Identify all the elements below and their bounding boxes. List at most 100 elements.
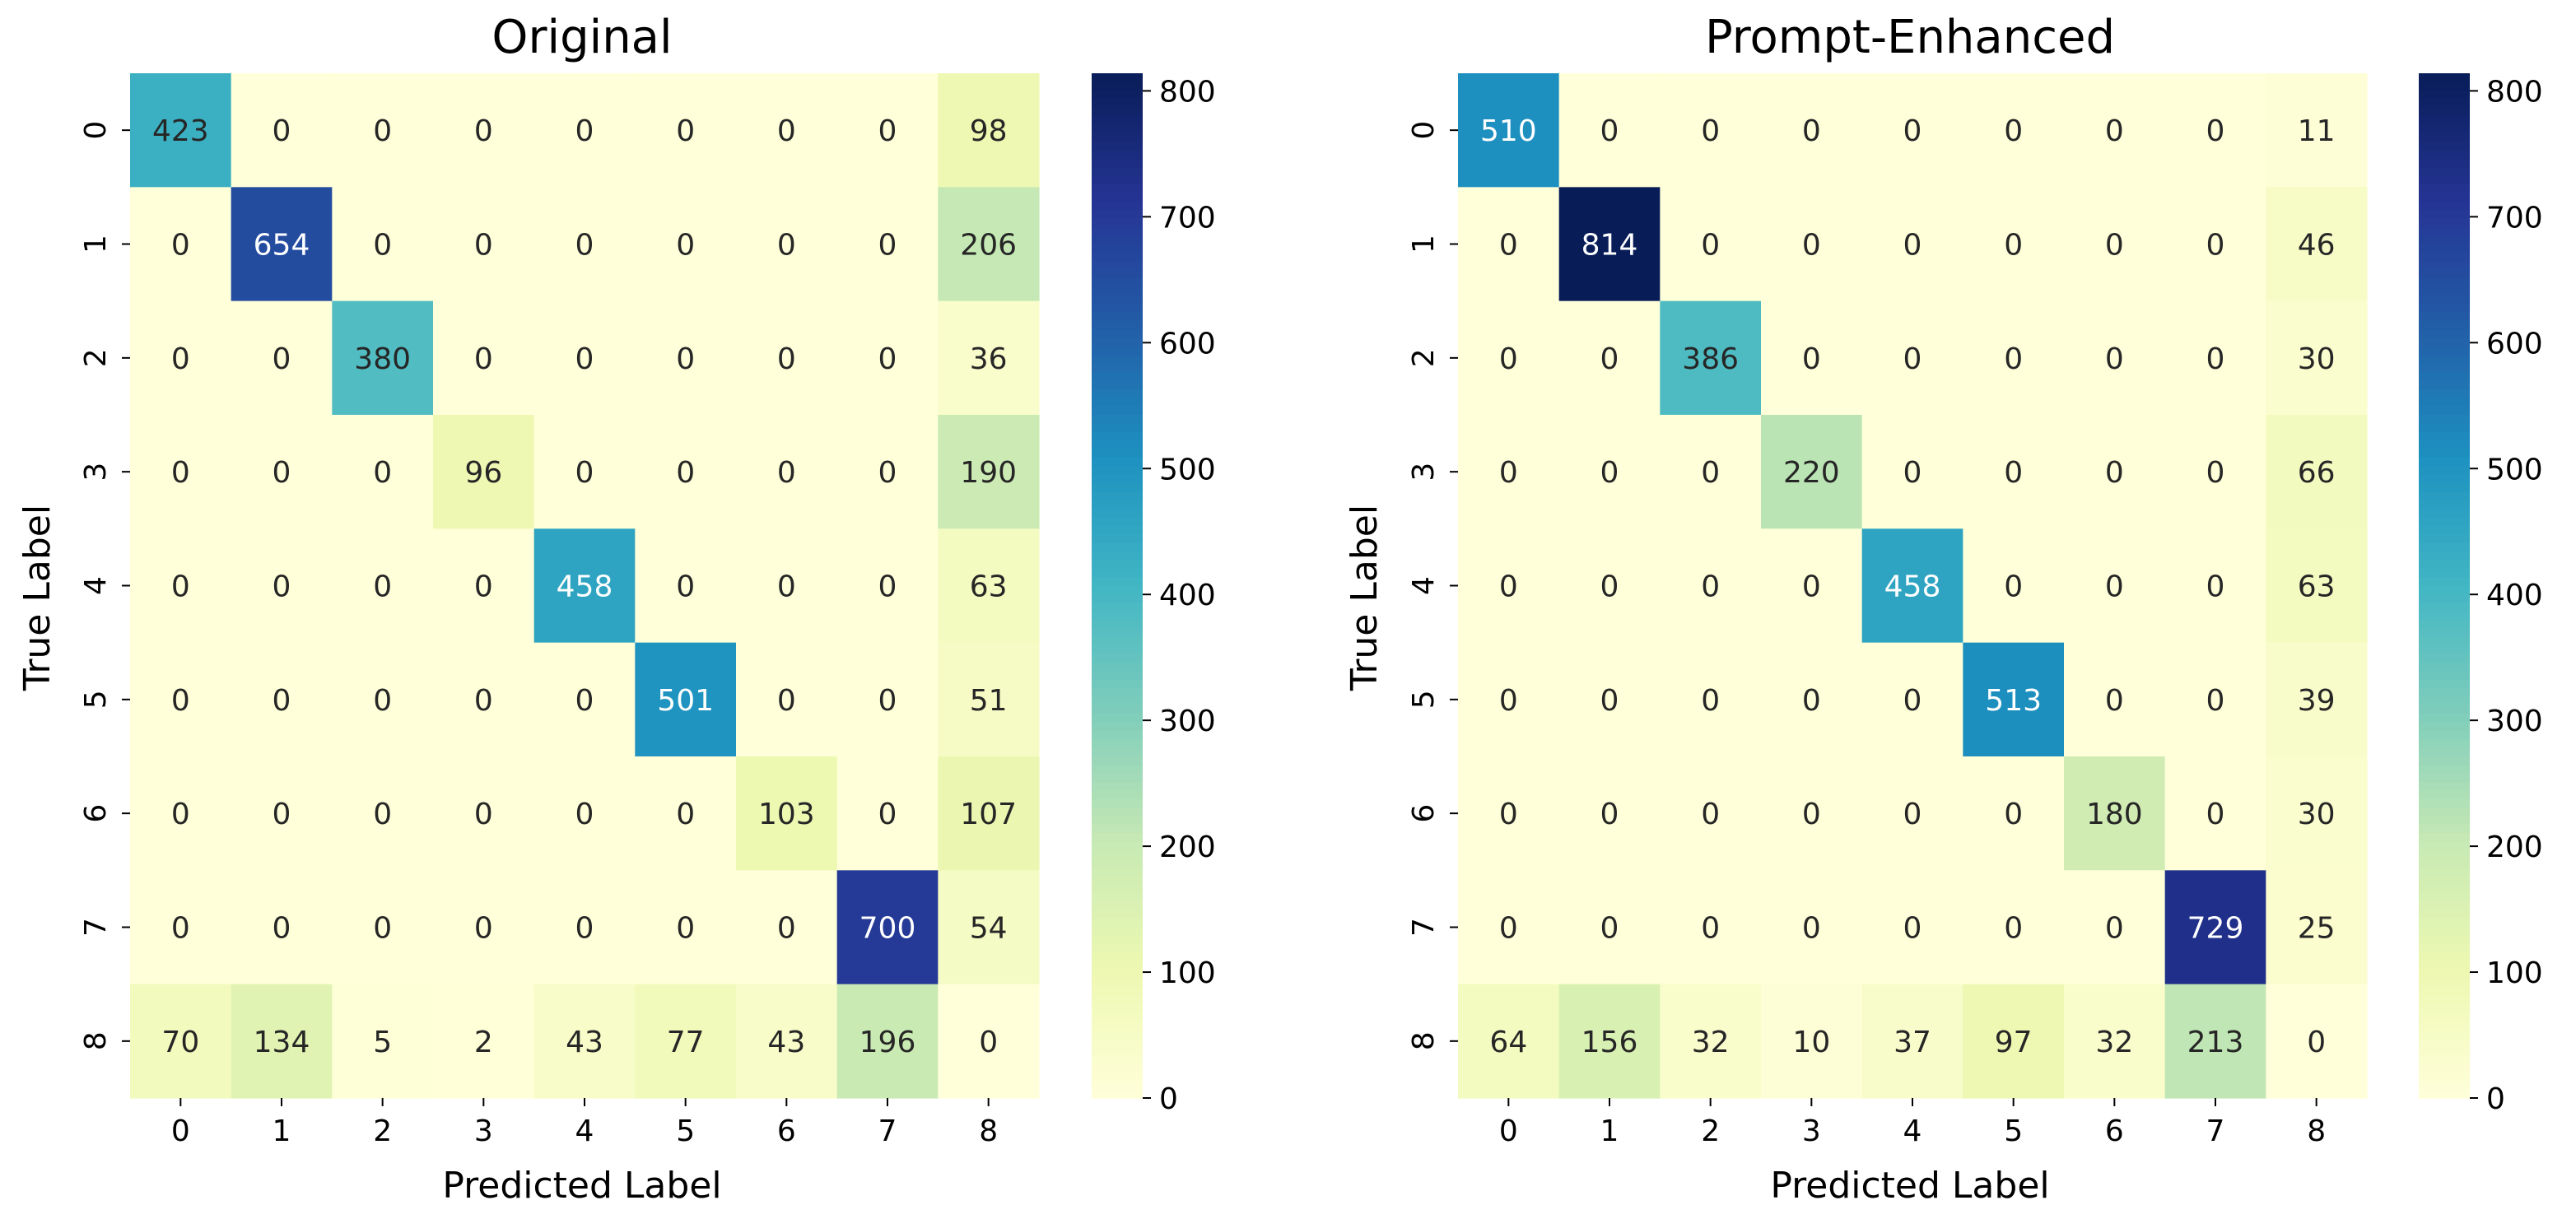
- cell-value-label: 0: [474, 570, 493, 604]
- colorbar-band: [1092, 1081, 1143, 1091]
- heatmap-cell: [1660, 870, 1762, 985]
- colorbar-band: [1092, 816, 1143, 826]
- colorbar-band: [2419, 500, 2470, 509]
- x-tick-label: 6: [2105, 1114, 2124, 1148]
- colorbar-band: [2419, 876, 2470, 886]
- cell-value-label: 0: [2105, 456, 2124, 490]
- colorbar-band: [2419, 782, 2470, 792]
- heatmap-cell: [1761, 984, 1863, 1099]
- heatmap-cell: [1761, 300, 1863, 416]
- colorbar-band: [1092, 398, 1143, 407]
- colorbar-band: [1092, 158, 1143, 168]
- y-tick-label: 4: [1407, 576, 1441, 595]
- y-tick-label: 8: [1407, 1031, 1441, 1050]
- cell-value-label: 0: [1903, 798, 1922, 831]
- heatmap-cell: [231, 73, 333, 188]
- cell-value-label: 0: [1802, 684, 1821, 718]
- cell-value-label: 0: [474, 798, 493, 831]
- colorbar-band: [2419, 551, 2470, 561]
- cell-value-label: 63: [2298, 570, 2336, 604]
- heatmap-cell: [1660, 984, 1762, 1099]
- colorbar-band: [2419, 210, 2470, 220]
- heatmap-cell: [938, 73, 1040, 188]
- heatmap-cell: [1861, 984, 1963, 1099]
- colorbar-band: [1092, 995, 1143, 1005]
- colorbar-band: [2419, 696, 2470, 706]
- colorbar-band: [1092, 210, 1143, 220]
- heatmap-cell: [1963, 300, 2065, 416]
- cell-value-label: 386: [1682, 342, 1739, 376]
- cell-value-label: 103: [758, 798, 815, 831]
- colorbar-tick-label: 200: [1159, 831, 1216, 864]
- colorbar-band: [1092, 226, 1143, 236]
- cell-value-label: 0: [575, 912, 594, 946]
- heatmap-cell: [130, 870, 232, 985]
- cell-value-label: 36: [970, 342, 1008, 376]
- cell-value-label: 0: [2004, 456, 2023, 490]
- heatmap-cell: [1660, 415, 1762, 529]
- heatmap-cell: [2164, 73, 2266, 188]
- cell-value-label: 32: [1692, 1026, 1730, 1059]
- heatmap-cell: [635, 642, 737, 757]
- colorbar-band: [1092, 730, 1143, 741]
- heatmap-cell: [2164, 642, 2266, 757]
- cell-value-label: 134: [254, 1026, 310, 1059]
- cell-value-label: 0: [1903, 114, 1922, 148]
- cell-value-label: 0: [2004, 114, 2023, 148]
- y-tick-label: 5: [79, 690, 113, 709]
- heatmap-cell: [2064, 756, 2166, 871]
- heatmap-cell: [2164, 756, 2266, 871]
- colorbar-band: [1092, 449, 1143, 458]
- colorbar-band: [1092, 175, 1143, 185]
- x-axis-label: Predicted Label: [1770, 1165, 2049, 1207]
- y-tick-label: 0: [1407, 121, 1441, 140]
- colorbar-band: [2419, 1012, 2470, 1022]
- x-tick-label: 5: [676, 1114, 695, 1148]
- heatmap-cell: [938, 187, 1040, 302]
- heatmap-cell: [1558, 756, 1661, 871]
- y-tick-label: 2: [1407, 348, 1441, 367]
- cell-value-label: 0: [2004, 798, 2023, 831]
- colorbar-tick-label: 500: [2486, 453, 2543, 486]
- colorbar-band: [1092, 525, 1143, 536]
- heatmap-cell: [1458, 984, 1560, 1099]
- colorbar-band: [1092, 1003, 1143, 1014]
- colorbar-band: [2419, 398, 2470, 407]
- heatmap-cell: [130, 73, 232, 188]
- colorbar-band: [1092, 620, 1143, 630]
- y-tick-label: 7: [1407, 918, 1441, 937]
- cell-value-label: 0: [2105, 229, 2124, 263]
- cell-value-label: 98: [970, 114, 1008, 148]
- colorbar-band: [1092, 337, 1143, 347]
- cell-value-label: 43: [767, 1026, 805, 1059]
- cell-value-label: 0: [273, 798, 291, 831]
- cell-value-label: 0: [575, 798, 594, 831]
- colorbar-band: [1092, 807, 1143, 817]
- colorbar-band: [1092, 636, 1143, 646]
- colorbar-band: [1092, 577, 1143, 587]
- colorbar-band: [2419, 457, 2470, 468]
- colorbar-band: [2419, 747, 2470, 757]
- cell-value-label: 0: [1903, 342, 1922, 376]
- colorbar-band: [2419, 679, 2470, 689]
- colorbar-band: [2419, 193, 2470, 202]
- cell-value-label: 0: [2105, 342, 2124, 376]
- colorbar-band: [1092, 244, 1143, 254]
- colorbar-band: [1092, 765, 1143, 775]
- heatmap-cell: [533, 73, 636, 188]
- heatmap-cell: [635, 984, 737, 1099]
- colorbar-band: [2419, 585, 2470, 595]
- cell-value-label: 0: [2206, 114, 2225, 148]
- heatmap-cell: [533, 300, 636, 416]
- colorbar-band: [1092, 124, 1143, 134]
- colorbar-band: [1092, 423, 1143, 433]
- colorbar-band: [2419, 167, 2470, 177]
- colorbar-band: [1092, 1089, 1143, 1099]
- colorbar-band: [1092, 406, 1143, 416]
- heatmap-cell: [2064, 528, 2166, 644]
- colorbar-band: [2419, 790, 2470, 800]
- heatmap-cell: [1963, 73, 2065, 188]
- colorbar-band: [1092, 500, 1143, 509]
- cell-value-label: 156: [1581, 1026, 1638, 1059]
- cell-value-label: 0: [878, 684, 897, 718]
